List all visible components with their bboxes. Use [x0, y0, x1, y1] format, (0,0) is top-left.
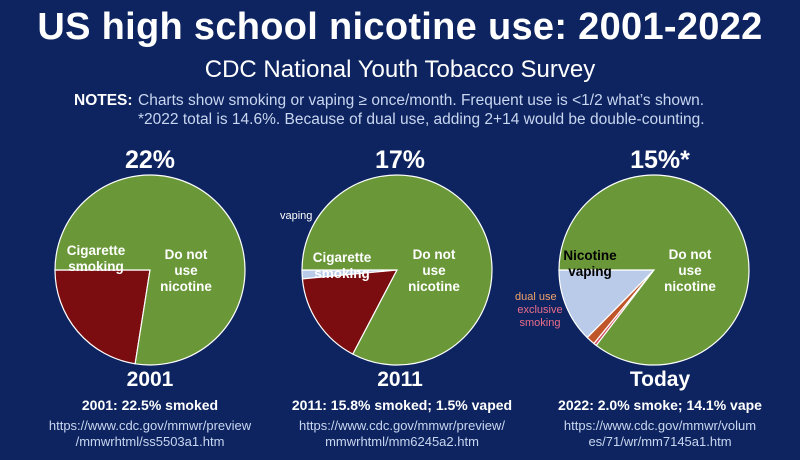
source-line: mmwrhtml/mm6245a2.htm [325, 434, 479, 449]
panel-2011-stat: 2011: 15.8% smoked; 1.5% vaped [291, 397, 513, 413]
notes-label: NOTES: [74, 92, 133, 109]
notes-line-1: NOTES: Charts show smoking or vaping ≥ on… [74, 91, 794, 110]
panel-2011-source-link[interactable]: https://www.cdc.gov/mmwr/preview/ mmwrht… [272, 418, 532, 450]
slice-label-smoking: Cigarette smoking [67, 243, 126, 274]
page-subtitle: CDC National Youth Tobacco Survey [204, 56, 596, 83]
pie-slice-do-not-use-nicotine [558, 174, 750, 366]
notes-text-1: Charts show smoking or vaping ≥ once/mon… [138, 92, 705, 109]
panel-2001-source-link[interactable]: https://www.cdc.gov/mmwr/preview /mmwrht… [20, 418, 280, 450]
pie-slice-cigarette-smoking [54, 269, 151, 365]
slice-label-no-nicotine: Do not use nicotine [408, 247, 460, 294]
source-line: /mmwrhtml/ss5503a1.htm [75, 434, 225, 449]
panel-today-source-link[interactable]: https://www.cdc.gov/mmwr/volum es/71/wr/… [530, 418, 790, 450]
source-line: https://www.cdc.gov/mmwr/volum [563, 418, 757, 433]
panel-today-stat: 2022: 2.0% smoke; 14.1% vape [558, 397, 762, 413]
notes-line-2: *2022 total is 14.6%. Because of dual us… [74, 110, 794, 129]
source-line: https://www.cdc.gov/mmwr/preview [48, 418, 252, 433]
page-title: US high school nicotine use: 2001-2022 [37, 6, 763, 48]
pie-slice-nicotine-vaping [558, 269, 656, 339]
pie-slice-cigarette-smoking [301, 269, 399, 355]
pie-slice-do-not-use-nicotine [301, 174, 493, 366]
panel-2001-year: 2001 [126, 368, 174, 391]
notes-block: NOTES: Charts show smoking or vaping ≥ on… [74, 91, 794, 129]
panel-today-total: 15%* [630, 146, 690, 174]
panel-2011-year: 2011 [377, 368, 423, 391]
slice-label-vaping: vaping [280, 210, 312, 222]
panel-2011-total: 17% [374, 146, 426, 174]
slice-label-vaping: Nicotine vaping [563, 248, 617, 279]
panel-today-year: Today [629, 368, 691, 391]
notes-text-2: *2022 total is 14.6%. Because of dual us… [138, 111, 705, 128]
source-line: https://www.cdc.gov/mmwr/preview/ [299, 418, 505, 433]
slice-label-smoking: Cigarette smoking [313, 250, 372, 281]
panel-2001-total: 22% [124, 146, 176, 174]
slice-label-dual-use: dual use [515, 291, 557, 303]
slice-label-exclusive-smoking: exclusive smoking [517, 304, 562, 329]
slice-label-no-nicotine: Do not use nicotine [664, 247, 716, 294]
source-line: es/71/wr/mm7145a1.htm [588, 434, 732, 449]
slice-label-no-nicotine: Do not use nicotine [160, 247, 212, 294]
pie-slice-do-not-use-nicotine [54, 174, 246, 366]
panel-2001-stat: 2001: 22.5% smoked [81, 397, 219, 413]
